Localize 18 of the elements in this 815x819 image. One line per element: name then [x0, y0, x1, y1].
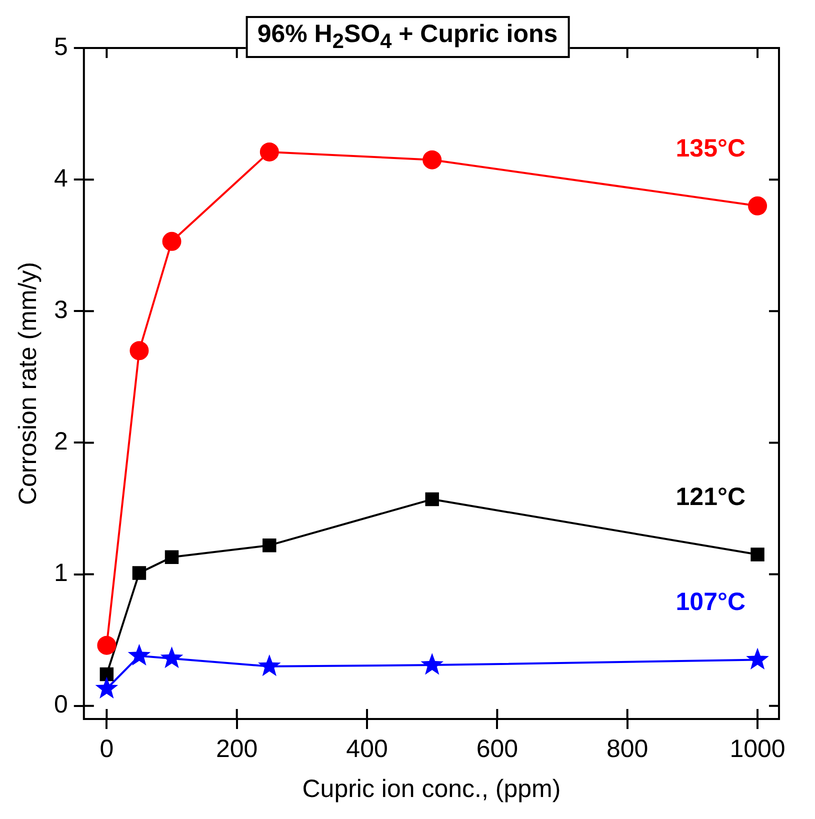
- series-label: 135°C: [676, 134, 746, 162]
- y-tick-label: 1: [54, 559, 68, 588]
- y-axis-title: Corrosion rate (mm/y): [14, 262, 42, 506]
- x-tick-label: 0: [100, 734, 114, 763]
- y-tick-label: 0: [54, 690, 68, 719]
- y-tick-label: 5: [54, 32, 68, 61]
- y-tick-label: 3: [54, 296, 68, 324]
- chart-title: 96% H$_{2}$SO$_{4}$ + Cupric ions: [245, 16, 570, 58]
- y-tick-label: 4: [54, 164, 68, 192]
- x-axis-title: Cupric ion conc., (ppm): [302, 774, 561, 803]
- x-tick-label: 200: [216, 734, 258, 763]
- series-label: 121°C: [676, 482, 746, 511]
- x-tick-label: 1000: [730, 734, 786, 763]
- x-tick-label: 600: [476, 734, 518, 763]
- y-tick-label: 2: [54, 428, 68, 456]
- x-tick-label: 800: [606, 734, 648, 763]
- series-label: 107°C: [676, 588, 746, 616]
- x-tick-label: 400: [346, 734, 388, 763]
